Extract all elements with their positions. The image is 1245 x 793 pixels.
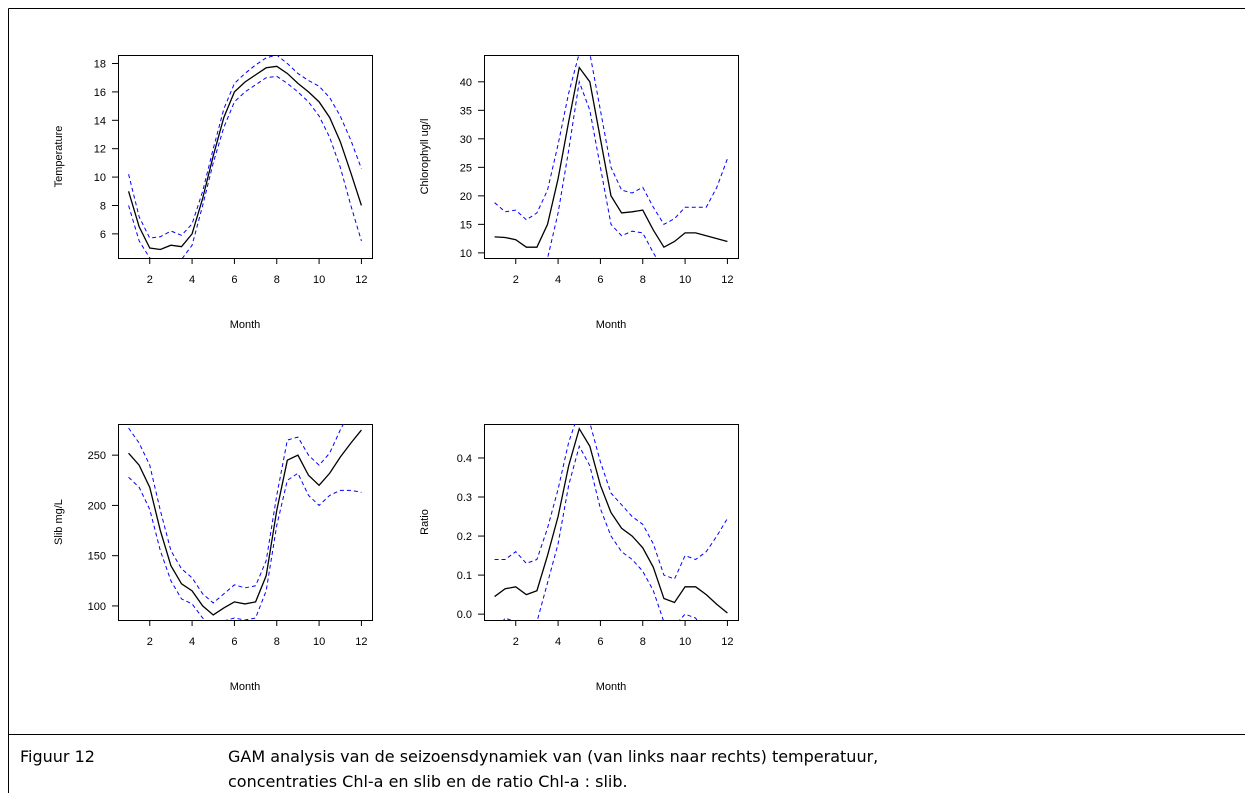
y-tick-label: 0.2 (457, 531, 472, 543)
caption-line: GAM analysis van de seizoensdynamiek van… (228, 747, 878, 766)
gam-curve (503, 444, 698, 620)
y-tick-label: 10 (460, 248, 472, 260)
x-tick-label: 8 (640, 274, 646, 286)
x-tick-label: 6 (231, 636, 237, 648)
x-tick-label: 4 (189, 274, 195, 286)
x-axis-label: Month (230, 681, 261, 693)
x-tick-label: 8 (274, 636, 280, 648)
y-axis-label: Chlorophyll ug/l (419, 119, 431, 195)
x-tick-label: 10 (679, 274, 691, 286)
y-tick-label: 15 (460, 219, 472, 231)
x-tick-label: 4 (189, 636, 195, 648)
y-axis-label: Ratio (419, 509, 431, 535)
panel: 2 4 6 8 10 12 6 8 10 12 14 16 18 Month Temperature (53, 55, 373, 331)
panel: 2 4 6 8 10 12 10 15 20 25 30 35 40 Month Chlorophyll u… (419, 55, 739, 331)
plot-frame (484, 424, 739, 621)
y-tick-label: 0.0 (457, 609, 472, 621)
x-tick-label: 4 (555, 636, 561, 648)
y-tick-label: 30 (460, 134, 472, 146)
y-tick-label: 20 (460, 191, 472, 203)
x-tick-label: 12 (355, 274, 367, 286)
plot-frame (118, 424, 373, 621)
y-tick-label: 40 (460, 77, 472, 89)
gam-curve (128, 55, 362, 239)
y-tick-label: 16 (94, 87, 106, 99)
y-tick-label: 35 (460, 105, 472, 117)
y-axis-label: Slib mg/L (53, 499, 65, 545)
gam-curve (494, 424, 728, 580)
panel: 2 4 6 8 10 12 100 150 200 250 Month Slib mg/L (53, 424, 373, 693)
x-tick-label: 8 (274, 274, 280, 286)
plots: 2 4 6 8 10 12 6 8 10 12 14 16 18 Month Temperature 2 4 6 8… (53, 55, 739, 693)
gam-curve (128, 75, 362, 258)
gam-curve (547, 79, 658, 258)
y-tick-label: 14 (94, 115, 106, 127)
y-tick-label: 10 (94, 172, 106, 184)
gam-curve (127, 65, 363, 251)
y-tick-label: 0.3 (457, 492, 472, 504)
gam-curve (128, 429, 362, 616)
x-axis-label: Month (596, 319, 627, 331)
gam-curve (128, 472, 362, 620)
x-tick-label: 10 (679, 636, 691, 648)
y-tick-label: 25 (460, 162, 472, 174)
x-tick-label: 10 (313, 274, 325, 286)
x-tick-label: 2 (513, 274, 519, 286)
x-tick-label: 6 (597, 636, 603, 648)
y-tick-label: 250 (88, 450, 106, 462)
panel: 2 4 6 8 10 12 0.0 0.1 0.2 0.3 0.4 Month Ratio (419, 424, 739, 693)
x-tick-label: 6 (597, 274, 603, 286)
y-axis-label: Temperature (53, 126, 65, 188)
x-tick-label: 12 (721, 274, 733, 286)
x-tick-label: 6 (231, 274, 237, 286)
caption-label: Figuur 12 (20, 747, 95, 766)
x-tick-label: 4 (555, 274, 561, 286)
y-tick-label: 100 (88, 601, 106, 613)
y-tick-label: 0.1 (457, 570, 472, 582)
y-tick-label: 0.4 (457, 453, 472, 465)
x-tick-label: 12 (355, 636, 367, 648)
x-tick-label: 2 (513, 636, 519, 648)
caption-line: concentraties Chl-a en slib en de ratio … (228, 772, 628, 791)
gam-curve (494, 427, 728, 614)
y-tick-label: 12 (94, 144, 106, 156)
x-tick-label: 2 (147, 636, 153, 648)
y-tick-label: 150 (88, 551, 106, 563)
x-tick-label: 10 (313, 636, 325, 648)
x-axis-label: Month (596, 681, 627, 693)
x-tick-label: 8 (640, 636, 646, 648)
gam-curve (494, 65, 728, 249)
x-axis-label: Month (230, 319, 261, 331)
y-tick-label: 6 (100, 229, 106, 241)
gam-curve (494, 55, 728, 226)
plot-frame (118, 55, 373, 259)
plot-frame (484, 55, 739, 259)
y-tick-label: 8 (100, 200, 106, 212)
x-tick-label: 2 (147, 274, 153, 286)
y-tick-label: 200 (88, 500, 106, 512)
x-tick-label: 12 (721, 636, 733, 648)
gam-curve (128, 424, 344, 604)
y-tick-label: 18 (94, 59, 106, 71)
